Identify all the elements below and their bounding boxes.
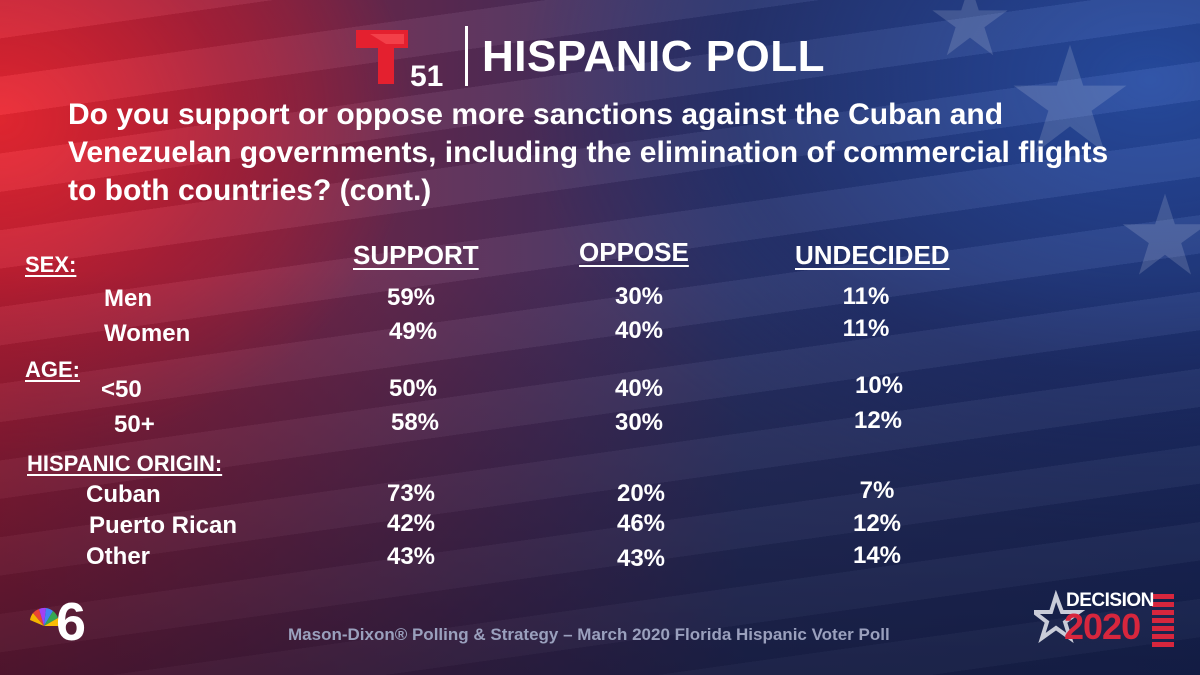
header-divider	[465, 26, 468, 86]
value-puertorican-support: 42%	[386, 510, 436, 537]
logo-number: 51	[410, 60, 443, 90]
value-cuban-oppose: 20%	[616, 480, 666, 507]
value-women-support: 49%	[388, 318, 438, 345]
value-women-undecided: 11%	[842, 315, 890, 342]
decision-year: 2020	[1064, 606, 1141, 647]
row-label-cuban: Cuban	[86, 481, 161, 508]
column-header-undecided: UNDECIDED	[795, 240, 950, 270]
value-other-oppose: 43%	[616, 545, 666, 572]
value-other-support: 43%	[386, 543, 436, 570]
value-women-oppose: 40%	[614, 317, 664, 344]
background-star-icon	[1122, 193, 1200, 275]
section-label-sex: SEX:	[25, 252, 77, 277]
background-star-icon	[932, 0, 1008, 56]
row-label-other: Other	[86, 543, 151, 570]
value-men-undecided: 11%	[842, 283, 890, 310]
section-label-age: AGE:	[25, 357, 80, 382]
value-50plus-undecided: 12%	[853, 407, 903, 434]
value-under50-oppose: 40%	[614, 375, 664, 402]
column-header-oppose: OPPOSE	[579, 237, 689, 267]
header-title: HISPANIC POLL	[482, 32, 826, 81]
decision-2020-badge	[1034, 590, 1174, 647]
value-50plus-oppose: 30%	[614, 409, 664, 436]
row-label-under-50: <50	[101, 376, 142, 403]
row-label-50-plus: 50+	[114, 411, 155, 438]
section-label-hispanic-origin: HISPANIC ORIGIN:	[27, 451, 223, 476]
row-label-puerto-rican: Puerto Rican	[89, 512, 238, 539]
source-credit: Mason-Dixon® Polling & Strategy – March …	[288, 625, 890, 644]
nbc-6-logo: 6	[30, 592, 86, 646]
value-cuban-undecided: 7%	[859, 477, 895, 504]
row-label-women: Women	[104, 320, 191, 347]
value-cuban-support: 73%	[386, 480, 436, 507]
value-puertorican-oppose: 46%	[616, 510, 666, 537]
station-number: 6	[56, 592, 86, 646]
value-other-undecided: 14%	[852, 542, 902, 569]
poll-question: Do you support or oppose more sanctions …	[68, 98, 1109, 207]
value-puertorican-undecided: 12%	[852, 510, 902, 537]
telemundo-51-logo: 51	[356, 30, 443, 90]
value-men-oppose: 30%	[614, 283, 664, 310]
decision-word: DECISION	[1066, 590, 1154, 611]
value-under50-undecided: 10%	[854, 372, 904, 399]
value-men-support: 59%	[386, 284, 436, 311]
value-under50-support: 50%	[388, 375, 438, 402]
value-50plus-support: 58%	[390, 409, 440, 436]
row-label-men: Men	[104, 285, 152, 312]
column-header-support: SUPPORT	[353, 240, 479, 270]
